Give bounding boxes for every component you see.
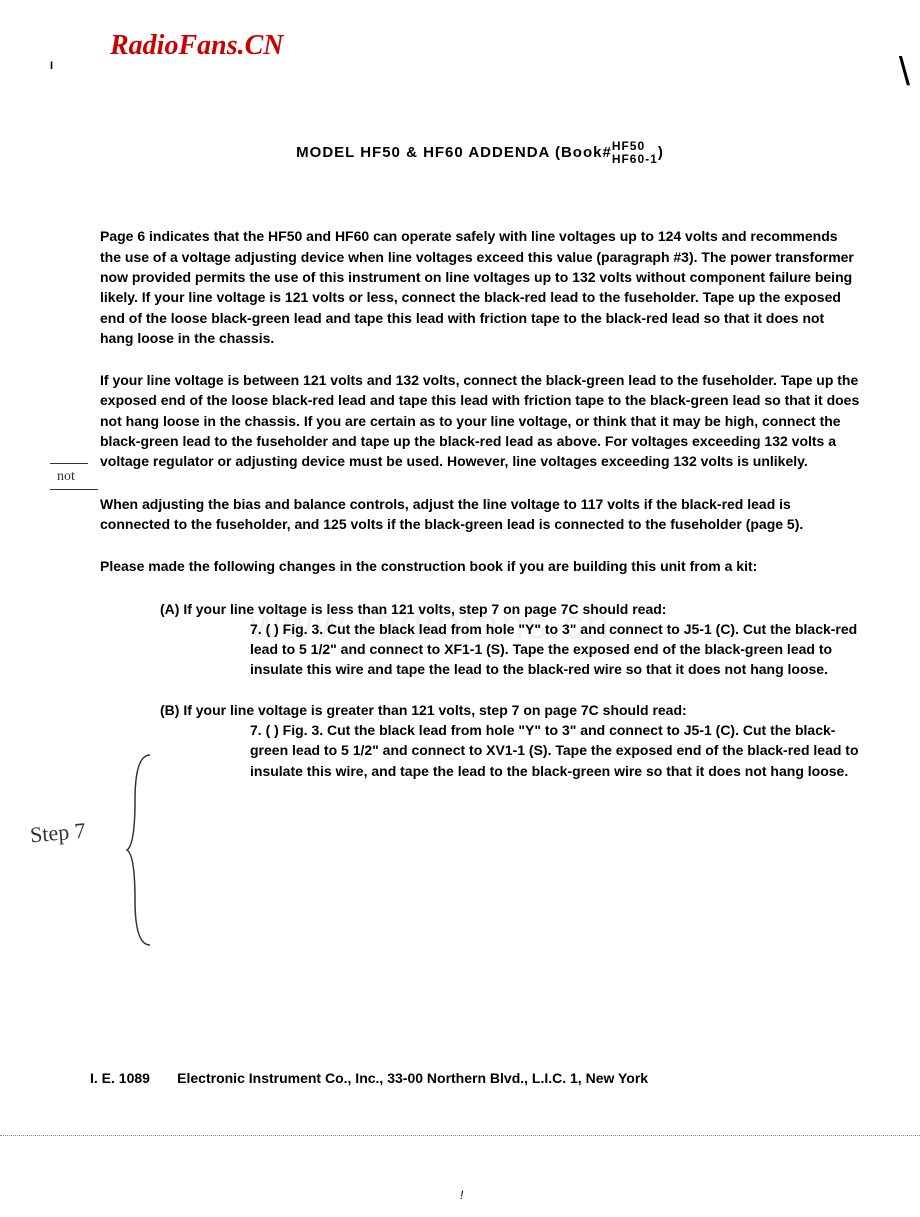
handwriting-line-top [50,463,88,464]
footer-code: I. E. 1089 [90,1070,150,1086]
footer: I. E. 1089 Electronic Instrument Co., In… [90,1070,860,1086]
paragraph-2: If your line voltage is between 121 volt… [100,370,860,471]
handwriting-step7: Step 7 [29,818,87,849]
page-separator [0,1135,920,1136]
title-book-label: (Book# [555,144,612,161]
document-title: MODEL HF50 & HF60 ADDENDA (Book#HF50HF60… [100,140,860,166]
handwriting-not: not [57,469,75,485]
corner-slash: \ [899,50,910,95]
title-main: MODEL HF50 & HF60 ADDENDA [296,144,550,161]
footer-company: Electronic Instrument Co., Inc., 33-00 N… [177,1070,648,1086]
item-a-text: If your line voltage is less than 121 vo… [183,601,666,617]
item-b-label: (B) [160,702,179,718]
page-mark: I [50,60,53,72]
paragraph-4: Please made the following changes in the… [100,556,860,576]
document-content: MODEL HF50 & HF60 ADDENDA (Book#HF50HF60… [100,140,860,801]
item-b-step: 7. ( ) Fig. 3. Cut the black lead from h… [250,720,860,781]
handwriting-line-bottom [50,489,98,490]
item-a: (A) If your line voltage is less than 12… [160,599,860,680]
book-reference: HF50HF60-1 [612,140,658,166]
paragraph-3: When adjusting the bias and balance cont… [100,494,860,535]
site-watermark: RadioFans.CN [110,30,284,62]
title-close: ) [658,144,664,161]
bottom-mark: ! [460,1188,463,1202]
item-b-text: If your line voltage is greater than 121… [183,702,686,718]
item-a-label: (A) [160,601,179,617]
item-a-step: 7. ( ) Fig. 3. Cut the black lead from h… [250,619,860,680]
item-b: (B) If your line voltage is greater than… [160,700,860,781]
paragraph-1: Page 6 indicates that the HF50 and HF60 … [100,226,860,348]
